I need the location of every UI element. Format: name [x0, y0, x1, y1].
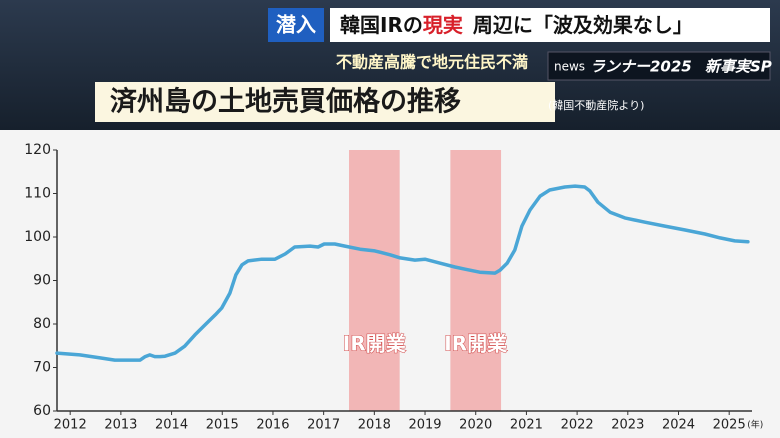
x-tick-label: 2024 [662, 418, 695, 433]
logo-box [547, 51, 771, 81]
ir-span [450, 150, 502, 411]
y-tick-label: 80 [33, 316, 51, 332]
logo-program: ランナー2025 [590, 58, 692, 76]
chart-title: 済州島の土地売買価格の推移 [110, 86, 461, 118]
span-label: IR開業 [343, 332, 407, 356]
chart-subtitle: (韓国不動産院より) [548, 98, 644, 112]
y-tick-label: 120 [24, 142, 51, 158]
x-tick-label: 2016 [256, 418, 289, 433]
span-label: IR開業 [444, 332, 508, 356]
y-tick-label: 70 [33, 360, 51, 376]
y-tick-label: 90 [33, 273, 51, 289]
plot: IR開業 IR開業 60 70 80 90 100 110 120 2012 2013 2014 201… [24, 142, 763, 433]
title-box [95, 82, 555, 122]
logo-brand: news [554, 60, 585, 74]
logo-special: 新事実SP [705, 58, 772, 76]
x-tick-label: 2025 [713, 418, 746, 433]
x-tick-label: 2019 [408, 418, 441, 433]
subheadline: 不動産高騰で地元住民不満 [336, 53, 528, 72]
headline-part: 周辺に [473, 13, 533, 37]
x-tick-label: 2014 [155, 418, 188, 433]
ir-span [348, 150, 400, 411]
y-tick-label: 100 [24, 229, 51, 245]
tag-box [268, 8, 324, 42]
x-tick-label: 2013 [104, 418, 137, 433]
x-tick-label: 2023 [611, 418, 644, 433]
x-tick-label: 2015 [206, 418, 239, 433]
x-tick-label: 2020 [459, 418, 492, 433]
x-tick-label: 2017 [307, 418, 340, 433]
x-tick-label: 2022 [561, 418, 594, 433]
x-tick-label: 2018 [358, 418, 391, 433]
headline-part: 現実 [423, 13, 463, 37]
data-line [55, 184, 750, 362]
tag: 潜入 [276, 13, 316, 37]
x-axis-label: (年) [747, 419, 763, 431]
headline-part: 「波及効果なし」 [533, 13, 693, 37]
headline-box [330, 8, 770, 42]
x-tick-label: 2012 [54, 418, 87, 433]
y-tick-label: 60 [33, 403, 51, 419]
headline-part: 韓国IRの [340, 13, 423, 37]
y-tick-label: 110 [24, 186, 51, 202]
headline: 韓国IRの現実 周辺に「波及効果なし」 [340, 13, 693, 37]
x-tick-label: 2021 [510, 418, 543, 433]
